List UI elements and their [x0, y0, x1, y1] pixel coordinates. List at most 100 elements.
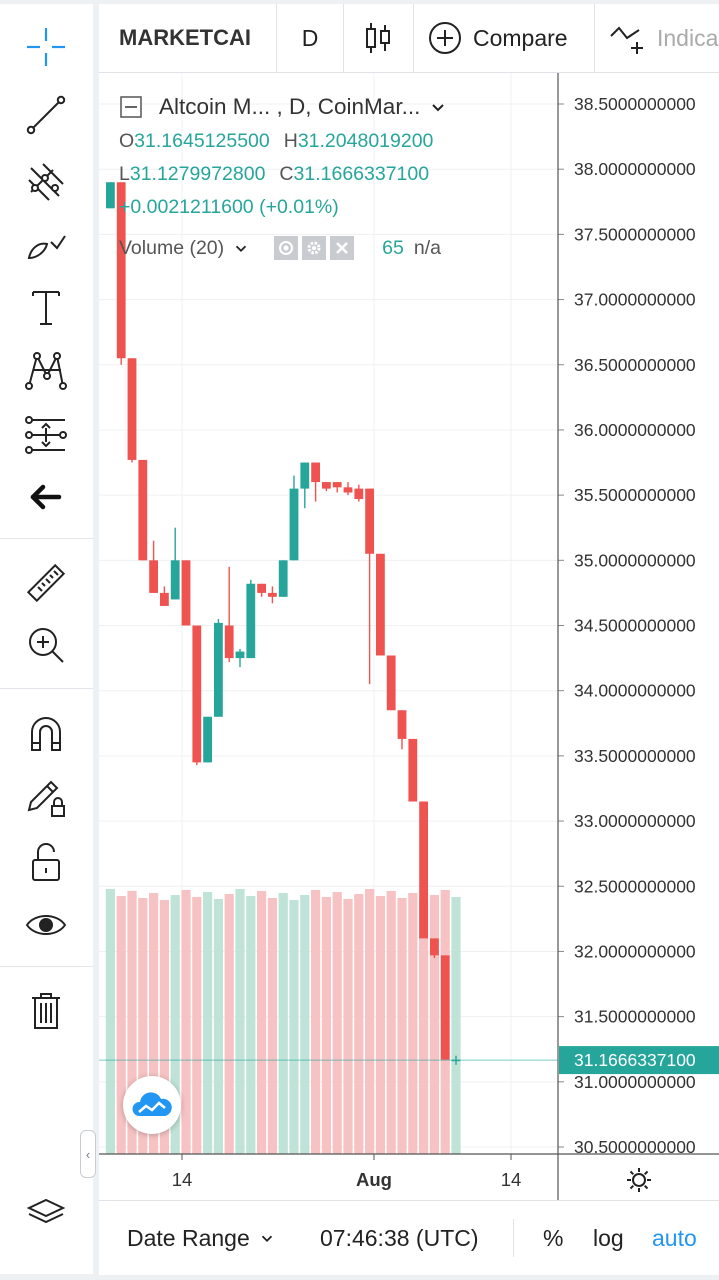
gear-icon[interactable]: [302, 236, 327, 260]
volume-bar: [343, 899, 353, 1154]
magnet-icon[interactable]: [16, 708, 76, 758]
trash-icon[interactable]: [16, 986, 76, 1036]
volume-bar: [213, 899, 223, 1154]
eye-icon[interactable]: [274, 236, 299, 260]
bottom-toolbar: Date Range 07:46:38 (UTC) % log auto: [99, 1200, 719, 1275]
chevron-down-icon[interactable]: [428, 97, 448, 117]
date-range-button[interactable]: Date Range: [127, 1201, 276, 1275]
auto-toggle[interactable]: auto: [652, 1224, 697, 1251]
clock-time[interactable]: 07:46:38 (UTC): [320, 1224, 479, 1251]
symbol-search[interactable]: MARKETCAI: [99, 4, 277, 72]
collapse-legend-icon[interactable]: [119, 95, 143, 119]
brush-icon[interactable]: [16, 220, 76, 270]
candle-body: [224, 625, 234, 659]
price-tick-label: 33.0000000000: [574, 811, 696, 831]
candle-body: [116, 182, 126, 359]
lock-drawings-icon[interactable]: [16, 772, 76, 822]
candles-icon: [366, 23, 390, 53]
price-tick-label: 31.5000000000: [574, 1007, 696, 1027]
add-circle-icon: [429, 22, 461, 54]
close-label: C: [279, 163, 294, 185]
volume-na: n/a: [413, 236, 441, 259]
candle-body: [170, 560, 180, 600]
close-value: 31.1666337100: [293, 163, 430, 185]
compare-button[interactable]: Compare: [413, 4, 595, 72]
open-label: O: [119, 130, 135, 152]
prediction-icon[interactable]: [16, 410, 76, 460]
chart-canvas[interactable]: 38.5000000000 38.0000000000 37.5000000000 3…: [99, 4, 719, 1200]
candle-body: [408, 738, 418, 802]
toolbar-divider: [0, 966, 93, 967]
candle-body: [322, 482, 331, 489]
gear-icon: [627, 1168, 651, 1192]
log-toggle[interactable]: log: [593, 1224, 624, 1251]
volume-legend[interactable]: Volume (20) 65 n/a: [119, 236, 441, 260]
candle-body: [419, 801, 428, 939]
price-tick-label: 38.0000000000: [574, 159, 696, 179]
volume-bar: [332, 892, 342, 1154]
volume-bar: [267, 898, 277, 1154]
date-range-label: Date Range: [127, 1224, 250, 1251]
open-value: 31.1645125500: [134, 130, 270, 152]
tradingview-logo[interactable]: [123, 1076, 181, 1134]
volume-bar: [451, 897, 461, 1154]
candle-body: [278, 560, 288, 597]
indicators-icon: [610, 26, 643, 54]
candle-body: [354, 488, 364, 500]
drawing-toolbar: ‹: [0, 4, 96, 1274]
price-tick-label: 32.5000000000: [574, 876, 696, 896]
high-label: H: [283, 130, 298, 152]
candle-body: [311, 462, 320, 483]
crosshair-icon[interactable]: [16, 22, 76, 72]
eye-icon[interactable]: [16, 900, 76, 950]
chart-type-button[interactable]: [343, 4, 414, 72]
time-tick-label: 14: [501, 1169, 522, 1190]
candle-body: [300, 462, 310, 489]
chevron-down-icon[interactable]: [232, 239, 250, 257]
candle-body: [289, 488, 299, 561]
last-price-badge: [559, 1046, 719, 1075]
candle-body: [246, 583, 256, 659]
toolbar-divider: [0, 538, 93, 539]
volume-bar: [365, 889, 375, 1154]
layers-icon[interactable]: [16, 1184, 76, 1234]
volume-bar: [375, 896, 385, 1154]
candle-body: [203, 716, 212, 763]
pitchfork-icon[interactable]: [16, 156, 76, 206]
price-tick-label: 35.5000000000: [574, 485, 696, 505]
text-icon[interactable]: [16, 282, 76, 332]
zoom-in-icon[interactable]: [16, 620, 76, 670]
settings-gear[interactable]: [621, 1162, 657, 1198]
volume-bar: [397, 898, 407, 1154]
percent-toggle[interactable]: %: [543, 1224, 564, 1251]
volume-bar: [170, 895, 180, 1154]
candle-body: [149, 560, 158, 593]
volume-bar: [181, 890, 191, 1154]
indicators-button[interactable]: Indica: [595, 4, 719, 72]
price-tick-label: 32.0000000000: [574, 941, 696, 961]
time-tick-label: 14: [172, 1169, 193, 1190]
high-value: 31.2048019200: [297, 130, 434, 152]
back-arrow-icon[interactable]: [16, 472, 76, 522]
volume-bar: [149, 893, 159, 1154]
trend-line-icon[interactable]: [16, 90, 76, 140]
collapse-toolbar-handle[interactable]: ‹: [80, 1130, 96, 1178]
low-value: 31.1279972800: [129, 163, 266, 185]
volume-bar: [246, 896, 256, 1154]
interval-button[interactable]: D: [277, 4, 344, 72]
chart-header: MARKETCAI D Compare Indica: [99, 4, 719, 73]
price-tick-label: 34.0000000000: [574, 681, 696, 701]
close-icon[interactable]: [330, 236, 355, 260]
price-tick-label: 37.0000000000: [574, 290, 696, 310]
volume-value: 65: [382, 236, 404, 259]
series-legend[interactable]: Altcoin M... , D, CoinMar...: [119, 94, 448, 120]
candle-body: [181, 560, 191, 626]
candle-body: [257, 583, 266, 593]
candle-body: [343, 487, 353, 493]
ruler-icon[interactable]: [16, 558, 76, 608]
volume-bar: [289, 900, 299, 1154]
volume-bar: [278, 893, 288, 1154]
unlock-icon[interactable]: [16, 836, 76, 886]
pattern-icon[interactable]: [16, 346, 76, 396]
bottom-divider: [513, 1219, 514, 1257]
